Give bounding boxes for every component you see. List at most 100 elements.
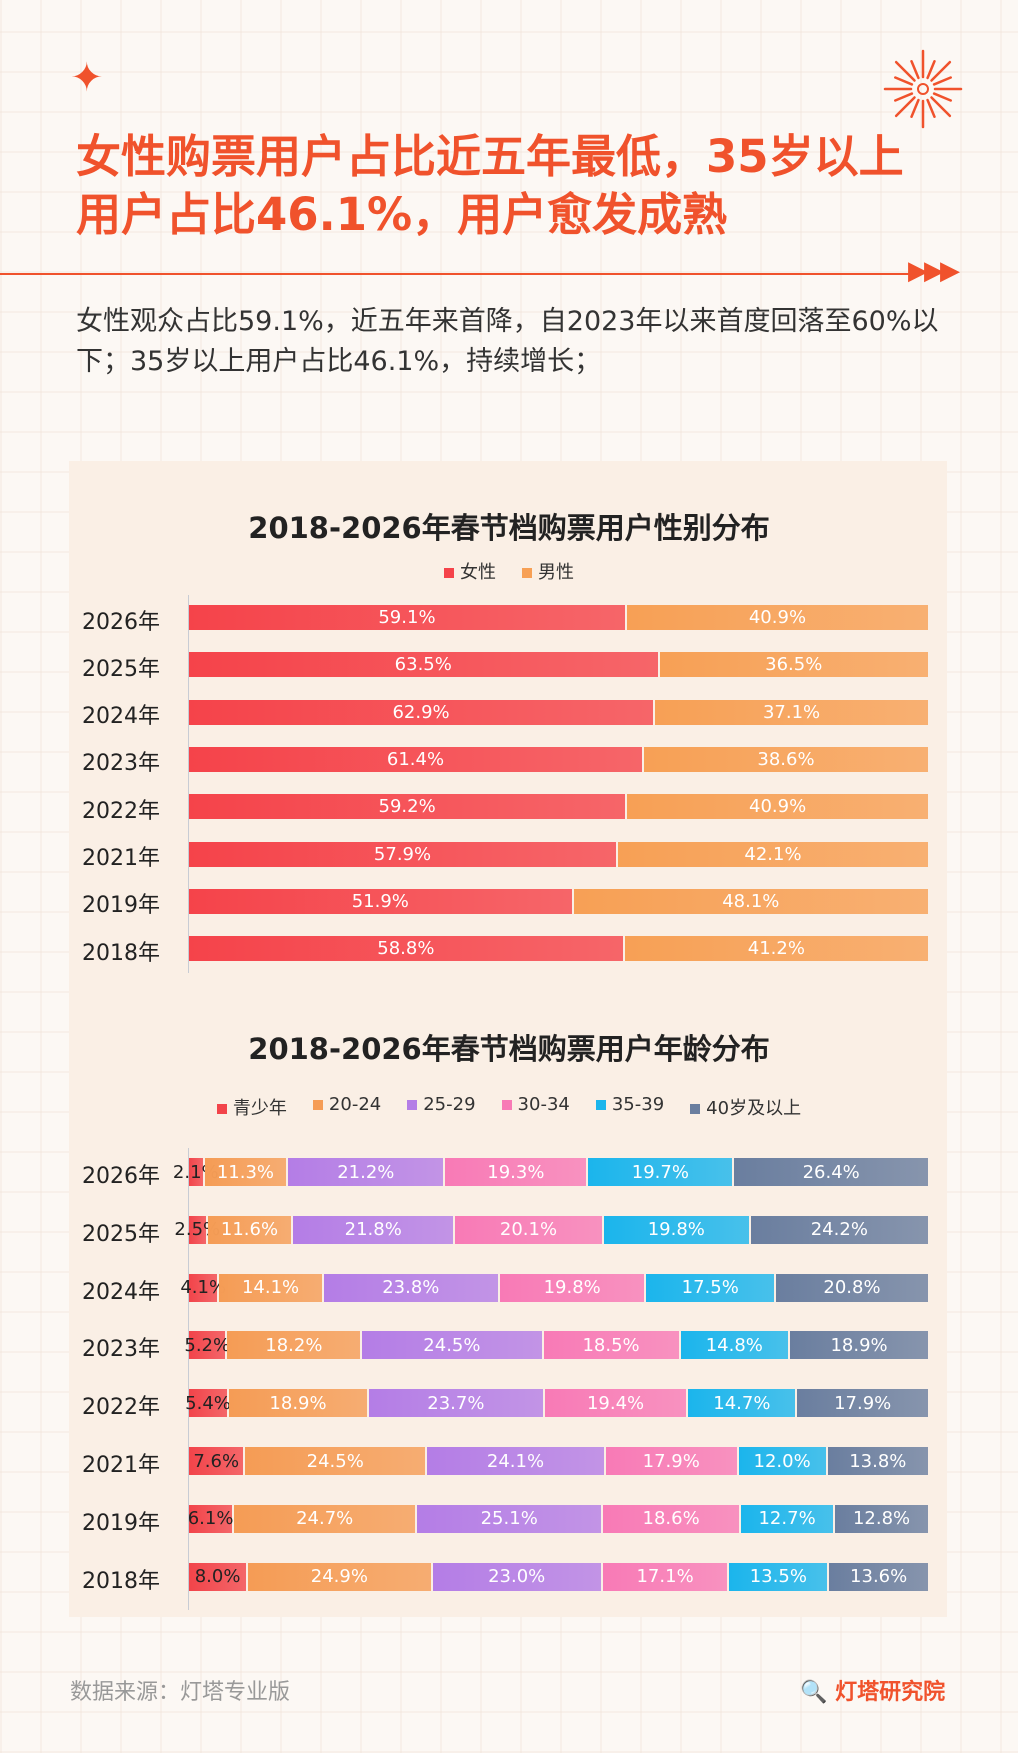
bar-segment: 17.1% [602, 1562, 730, 1591]
bar-segment: 62.9% [189, 699, 656, 725]
y-tick-label: 2022年 [82, 1395, 160, 1421]
bar-segment: 5.4% [185, 1389, 231, 1418]
bar-row: 59.2% 40.9% [189, 794, 930, 820]
bar-segment: 40.9% [626, 605, 930, 630]
y-tick-label: 2024年 [82, 1279, 160, 1305]
y-axis-line [188, 595, 189, 974]
bar-segment: 41.2% [624, 936, 930, 962]
bar-row: 7.6% 24.5% 24.1% 17.9% 12.0% 13.8% [189, 1447, 930, 1475]
data-label: 18.9% [269, 1392, 327, 1414]
data-label: 42.1% [744, 843, 802, 865]
bar-segment: 24.5% [245, 1447, 428, 1475]
data-label: 5.4% [185, 1392, 231, 1414]
data-label: 17.1% [636, 1566, 694, 1588]
bar-segment: 59.2% [189, 794, 628, 820]
subtitle: 女性观众占比59.1%，近五年来首降，自2023年以来首度回落至60%以下；35… [76, 306, 939, 377]
page-title: 女性购票用户占比近五年最低，35岁以上用户占比46.1%，用户愈发成熟 [76, 130, 904, 241]
bar-segment: 19.8% [499, 1273, 647, 1302]
arrows-icon: ▶▶▶ [908, 256, 960, 286]
data-label: 25.1% [480, 1508, 538, 1530]
data-label: 12.8% [852, 1508, 911, 1530]
data-label: 24.9% [310, 1566, 368, 1588]
bar-segment: 4.1% [180, 1273, 226, 1302]
data-label: 57.9% [373, 843, 432, 865]
bar-segment: 18.9% [229, 1389, 370, 1418]
bar-segment: 13.5% [729, 1562, 830, 1591]
bar-row: 61.4% 38.6% [189, 746, 930, 772]
bar-segment: 23.7% [369, 1389, 545, 1418]
legend-item: 20-24 [312, 1094, 381, 1120]
bar-segment: 12.0% [738, 1447, 828, 1475]
bar-segment: 21.2% [288, 1158, 446, 1186]
bar-segment: 59.1% [189, 605, 627, 630]
data-label: 59.2% [378, 796, 436, 818]
legend: 青少年 20-24 25-29 30-34 35-39 40岁及以上 [0, 1094, 1018, 1120]
data-label: 23.0% [488, 1566, 546, 1588]
data-label: 26.4% [802, 1161, 860, 1183]
bar-segment: 17.9% [797, 1389, 930, 1418]
y-axis-line [188, 1148, 189, 1611]
bar-segment: 26.4% [734, 1158, 930, 1186]
data-label: 17.5% [681, 1277, 739, 1299]
bar-segment: 51.9% [189, 888, 574, 914]
data-label: 58.8% [377, 938, 435, 960]
firework-icon [883, 49, 963, 129]
data-label: 48.1% [722, 890, 780, 912]
data-label: 20.1% [499, 1219, 558, 1241]
legend-item: 30-34 [501, 1094, 570, 1120]
lighthouse-icon: 🔍 [800, 1680, 828, 1705]
bar-segment: 18.5% [543, 1331, 681, 1360]
y-tick-label: 2019年 [82, 1510, 160, 1536]
bar-row: 5.4% 18.9% 23.7% 19.4% 14.7% 17.9% [185, 1389, 930, 1418]
data-label: 14.7% [713, 1392, 771, 1414]
data-label: 20.8% [823, 1277, 881, 1299]
data-label: 38.6% [757, 748, 815, 770]
data-label: 37.1% [762, 701, 821, 723]
data-label: 40.9% [748, 607, 807, 628]
brand-name: 灯塔研究院 [835, 1680, 946, 1705]
bar-segment: 23.8% [323, 1273, 500, 1302]
data-source: 数据来源：灯塔专业版 [70, 1680, 291, 1705]
bar-segment: 38.6% [643, 746, 930, 772]
data-label: 21.2% [337, 1161, 395, 1183]
bar-segment: 8.0% [189, 1562, 249, 1591]
bar-segment: 5.2% [184, 1331, 230, 1360]
y-tick-label: 2023年 [82, 1337, 160, 1363]
y-tick-label: 2026年 [82, 1164, 160, 1189]
data-label: 19.8% [543, 1277, 601, 1299]
data-label: 12.0% [753, 1450, 811, 1472]
data-label: 51.9% [351, 890, 409, 912]
bar-segment: 25.1% [417, 1504, 604, 1533]
bar-row: 8.0% 24.9% 23.0% 17.1% 13.5% 13.6% [189, 1562, 930, 1591]
legend-item: 25-29 [407, 1094, 476, 1120]
bar-segment: 24.1% [427, 1447, 606, 1475]
data-label: 19.8% [647, 1219, 705, 1241]
bar-segment: 14.8% [680, 1331, 791, 1360]
sparkle-icon: ✦ [70, 55, 104, 101]
data-label: 14.1% [241, 1277, 300, 1299]
data-label: 13.6% [850, 1566, 908, 1588]
y-tick-label: 2019年 [82, 893, 160, 919]
data-label: 24.5% [423, 1334, 481, 1356]
data-label: 17.9% [834, 1392, 892, 1414]
bar-segment: 7.6% [189, 1447, 246, 1475]
bar-row: 51.9% 48.1% [189, 888, 930, 914]
bar-segment: 2.5% [174, 1215, 220, 1244]
data-label: 12.7% [758, 1508, 816, 1530]
bar-row: 57.9% 42.1% [189, 841, 930, 867]
data-label: 21.8% [344, 1219, 402, 1241]
bar-segment: 17.5% [646, 1273, 776, 1302]
y-tick-label: 2025年 [82, 656, 160, 682]
bar-segment: 19.8% [603, 1215, 751, 1244]
data-label: 6.1% [187, 1508, 234, 1530]
bar-segment: 14.7% [688, 1389, 798, 1418]
y-tick-label: 2021年 [82, 846, 160, 871]
y-tick-label: 2023年 [82, 751, 160, 777]
legend-item: 男性 [522, 558, 574, 584]
data-label: 4.1% [180, 1277, 227, 1299]
legend-item: 40岁及以上 [690, 1094, 801, 1120]
bar-segment: 12.7% [741, 1504, 836, 1533]
bar-row: 58.8% 41.2% [189, 936, 930, 962]
bar-segment: 24.5% [362, 1331, 544, 1360]
bar-segment: 61.4% [189, 746, 644, 772]
